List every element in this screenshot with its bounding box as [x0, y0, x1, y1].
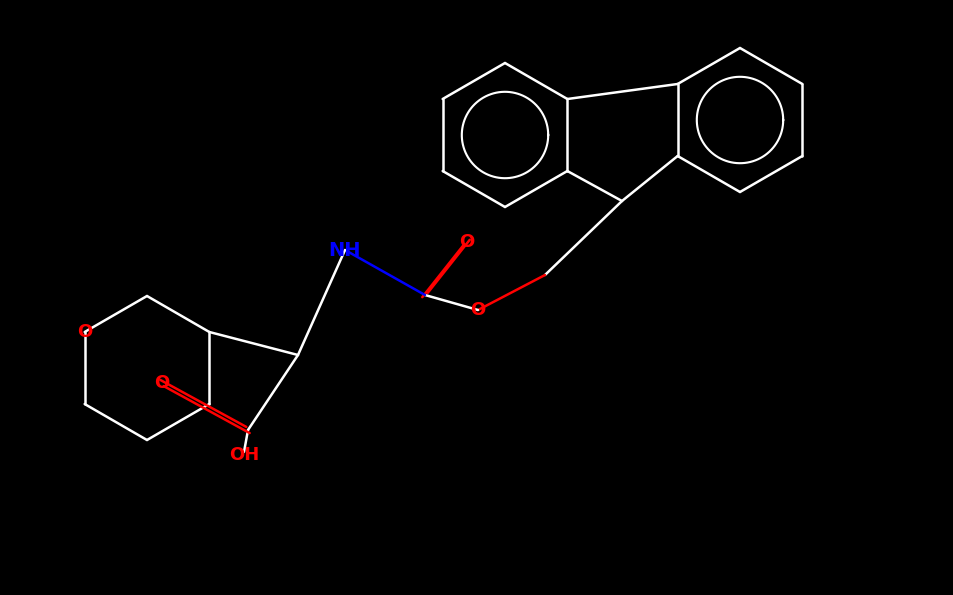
- Text: O: O: [459, 233, 475, 251]
- Text: O: O: [470, 301, 485, 319]
- Text: NH: NH: [329, 240, 361, 259]
- Text: OH: OH: [229, 446, 259, 464]
- Text: O: O: [77, 323, 92, 341]
- Text: O: O: [154, 374, 170, 392]
